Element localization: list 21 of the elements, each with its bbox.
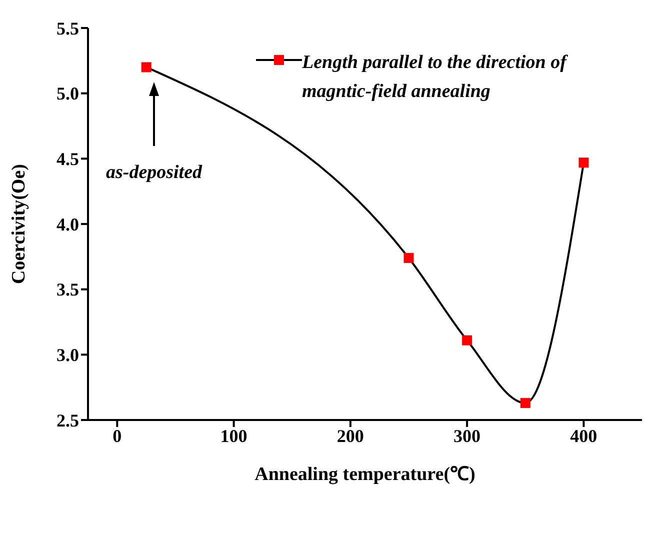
x-tick-label: 0 bbox=[112, 426, 122, 446]
y-tick-label: 5.0 bbox=[56, 84, 79, 104]
legend-label: Length parallel to the direction of magntic-field annealing bbox=[302, 51, 569, 104]
point bbox=[141, 62, 152, 72]
x-tick-label: 200 bbox=[336, 426, 364, 446]
x-tick-label: 400 bbox=[570, 426, 598, 446]
annotation: as-deposited bbox=[104, 162, 204, 184]
y-tick-label: 4.5 bbox=[56, 149, 79, 170]
point bbox=[404, 252, 414, 263]
point bbox=[520, 398, 530, 408]
x-axis-title: Annealing temperature(℃) bbox=[254, 464, 476, 485]
y-tick-label: 3.0 bbox=[56, 345, 79, 366]
y-tick-label: 2.5 bbox=[56, 410, 79, 430]
point bbox=[462, 335, 472, 346]
x-tick-label: 100 bbox=[220, 426, 248, 446]
y-tick-label: 3.5 bbox=[56, 280, 79, 300]
y-axis-title: Coercivity(Oe) bbox=[8, 164, 30, 284]
y-tick-label: 5.5 bbox=[56, 18, 79, 38]
point bbox=[578, 158, 589, 168]
x-tick-label: 300 bbox=[454, 426, 481, 446]
y-tick-label: 4.0 bbox=[56, 214, 79, 234]
